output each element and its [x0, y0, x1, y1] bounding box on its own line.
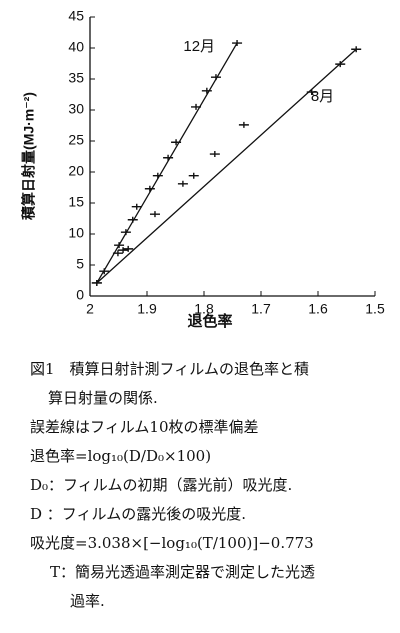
caption-line: D ：フィルムの露光後の吸光度.	[30, 505, 246, 523]
x-tick-label: 1.8	[194, 301, 214, 317]
caption-line: D₀：フィルムの初期（露光前）吸光度.	[30, 476, 293, 494]
point	[123, 245, 134, 252]
x-tick-label: 1.6	[308, 301, 328, 317]
y-tick-label: 10	[68, 225, 84, 241]
y-tick-label: 40	[68, 39, 84, 55]
point	[114, 242, 125, 249]
point	[163, 154, 174, 161]
point	[238, 121, 249, 128]
trend-line	[96, 42, 238, 284]
y-tick-label: 20	[68, 163, 84, 179]
x-tick-label: 1.9	[137, 301, 157, 317]
chart: 退色率 積算日射量(MJ·m⁻²) 0 5 10 15 20 25 30 35 40 45 2 1.9…	[21, 8, 385, 330]
x-axis-label: 退色率	[187, 312, 232, 330]
point	[149, 211, 160, 218]
point	[209, 151, 220, 158]
series-label: 12月	[183, 38, 215, 55]
point	[118, 247, 129, 254]
point	[351, 46, 362, 53]
y-tick-label: 30	[68, 101, 84, 117]
point	[188, 172, 199, 179]
point	[201, 87, 212, 94]
caption-line: 退色率=log₁₀(D/D₀×100)	[30, 447, 212, 465]
point	[112, 250, 123, 257]
point	[120, 229, 131, 236]
y-tick-label: 5	[76, 256, 84, 272]
y-tick-label: 0	[76, 287, 84, 303]
point	[335, 61, 346, 68]
caption-line: T：簡易光透過率測定器で測定した光透	[50, 563, 316, 581]
caption-line: 吸光度=3.038×[−log₁₀(T/100)]−0.773	[30, 534, 314, 552]
y-tick-label: 35	[68, 70, 84, 86]
x-tick-label: 1.5	[365, 301, 385, 317]
caption-line: 誤差線はフィルム10枚の標準偏差	[30, 418, 259, 436]
trend-line	[96, 48, 357, 284]
point	[306, 89, 317, 96]
point	[131, 203, 142, 210]
point	[91, 279, 102, 286]
caption-line: 過率.	[70, 592, 105, 610]
point	[177, 180, 188, 187]
point	[191, 103, 202, 110]
point	[99, 268, 110, 275]
y-axis-label: 積算日射量(MJ·m⁻²)	[21, 92, 37, 221]
point	[232, 40, 243, 47]
caption-line: 算日射量の関係.	[48, 389, 158, 407]
point	[210, 74, 221, 81]
point	[127, 216, 138, 223]
y-tick-label: 45	[68, 8, 84, 24]
x-tick-label: 1.7	[251, 301, 271, 317]
point	[152, 172, 163, 179]
caption-line: 図1 積算日射計測フィルムの退色率と積	[30, 360, 309, 378]
point	[144, 185, 155, 192]
y-tick-label: 25	[68, 132, 84, 148]
caption: 図1 積算日射計測フィルムの退色率と積算日射量の関係. 誤差線はフィルム10枚の標…	[30, 355, 395, 616]
series-label: 8月	[311, 88, 334, 105]
y-tick-label: 15	[68, 194, 84, 210]
x-tick-label: 2	[86, 301, 94, 317]
point	[171, 139, 182, 146]
